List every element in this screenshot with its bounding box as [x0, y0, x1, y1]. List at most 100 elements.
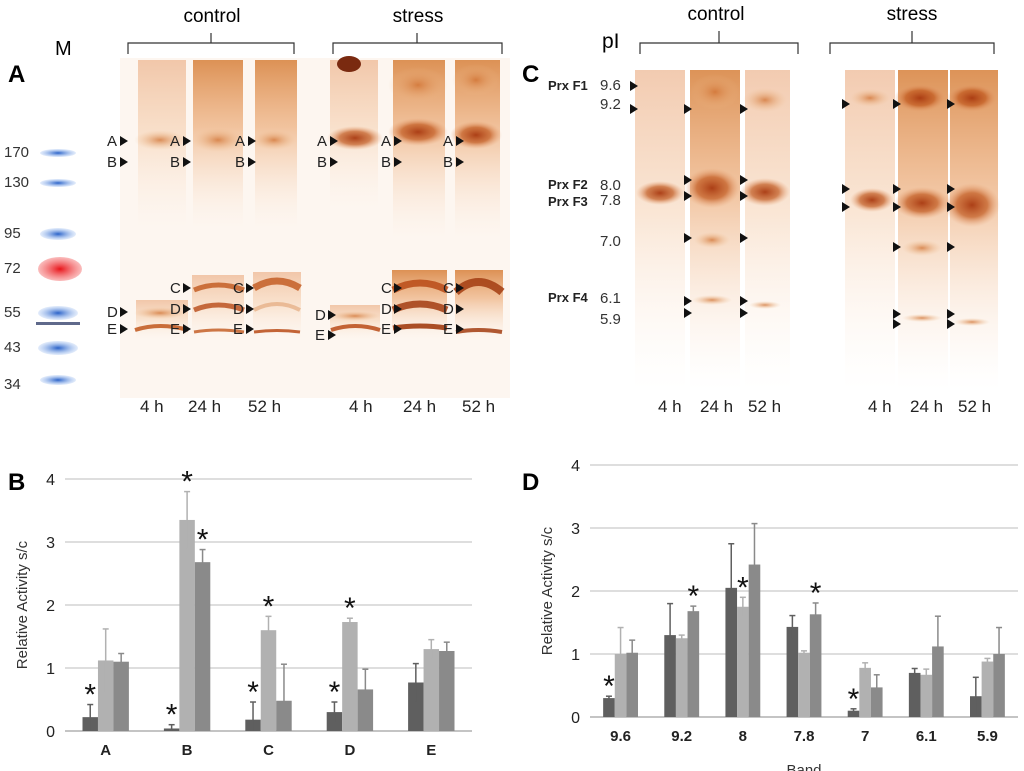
band-arrow: [740, 233, 748, 243]
marker-value: 43: [4, 339, 21, 356]
time-label: 24 h: [910, 397, 943, 416]
band-arrow: [684, 296, 692, 306]
bar: [847, 710, 860, 717]
band-letter-a: A: [381, 133, 391, 150]
band-arrow: [246, 324, 254, 334]
band-arrow: [183, 283, 191, 293]
bar: [908, 672, 921, 717]
band-arrow: [330, 136, 338, 146]
band-letter-a: A: [170, 133, 180, 150]
panel-d-chart: D 0 1 2 3 4 Relative Activity s/c Band 9.6 * 9.2 *…: [522, 458, 1018, 771]
y-axis-label: Relative Activity s/c: [14, 540, 31, 669]
significance-star: *: [247, 676, 259, 709]
marker-band-34: [40, 375, 76, 385]
bar: [194, 562, 211, 731]
bar: [675, 638, 688, 717]
band-arrow: [183, 304, 191, 314]
band-arrow: [893, 242, 901, 252]
band-arrow: [893, 184, 901, 194]
time-label: 52 h: [462, 397, 495, 416]
x-tick-label: 7: [861, 728, 869, 745]
significance-star: *: [166, 699, 178, 732]
time-label: 24 h: [188, 397, 221, 416]
band-arrow: [120, 157, 128, 167]
prx-label: Prx F4: [548, 290, 589, 305]
band-arrow: [740, 175, 748, 185]
bracket-stress-c: [829, 31, 995, 54]
band-arrow: [330, 157, 338, 167]
bar: [981, 661, 994, 717]
x-tick-label: B: [182, 742, 193, 759]
x-tick-label: 9.6: [610, 728, 631, 745]
band-arrow: [456, 283, 464, 293]
bar: [859, 667, 871, 717]
y-tick-label: 4: [46, 472, 55, 489]
band-arrow: [328, 310, 336, 320]
bar: [809, 614, 822, 717]
group-control-label-c: control: [687, 4, 744, 25]
band-arrow: [456, 324, 464, 334]
bar: [260, 630, 277, 731]
panel-a-gel: A M control stress: [4, 6, 510, 416]
marker-value: 34: [4, 376, 21, 393]
band-letter-d: D: [170, 301, 181, 318]
time-label: 52 h: [958, 397, 991, 416]
band-letter-e: E: [443, 321, 453, 338]
bar: [603, 698, 615, 717]
band-letter-c: C: [443, 280, 454, 297]
band-letter-e: E: [315, 327, 325, 344]
y-tick-label: 3: [571, 521, 580, 538]
pi-value: 9.2: [600, 96, 621, 113]
marker-values: 170 130 95 72 55 43 34: [4, 144, 29, 393]
marker-band-55: [38, 306, 78, 320]
marker-value: 72: [4, 260, 21, 277]
pi-value: 6.1: [600, 290, 621, 307]
gel-c-prx-labels: Prx F1 Prx F2 Prx F3 Prx F4: [548, 78, 589, 305]
band-arrow: [893, 99, 901, 109]
panel-c-letter: C: [522, 61, 539, 88]
band-letter-d: D: [315, 307, 326, 324]
time-label: 4 h: [658, 397, 682, 416]
bar: [870, 687, 883, 717]
marker-value: 170: [4, 144, 29, 161]
significance-star: *: [181, 466, 193, 499]
marker-lane: [36, 149, 82, 385]
bar: [737, 606, 749, 717]
band-arrow: [183, 136, 191, 146]
panel-a-letter: A: [8, 61, 25, 88]
bar: [97, 660, 114, 731]
bar: [614, 654, 627, 717]
band-letter-b: B: [317, 154, 327, 171]
band-letter-a: A: [317, 133, 327, 150]
band-arrow: [947, 99, 955, 109]
band-letter-b: B: [235, 154, 245, 171]
band-letter-e: E: [381, 321, 391, 338]
panel-b-letter: B: [8, 469, 25, 496]
band-arrow: [120, 136, 128, 146]
band-arrow: [630, 81, 638, 91]
band-arrow: [740, 296, 748, 306]
x-tick-label: 5.9: [977, 728, 998, 745]
x-tick-label: D: [344, 742, 355, 759]
y-tick-label: 2: [46, 598, 55, 615]
significance-star: *: [687, 580, 699, 613]
prx-label: Prx F3: [548, 194, 588, 209]
band-arrow: [947, 184, 955, 194]
y-tick-label: 3: [46, 535, 55, 552]
time-label: 52 h: [748, 397, 781, 416]
bar: [687, 611, 700, 717]
marker-value: 55: [4, 304, 21, 321]
bar: [932, 646, 944, 717]
band-arrow: [893, 309, 901, 319]
band-arrow: [456, 304, 464, 314]
prx-label: Prx F2: [548, 177, 588, 192]
pi-value: 8.0: [600, 177, 621, 194]
bar: [423, 649, 440, 731]
marker-header: M: [55, 38, 72, 60]
x-tick-label: E: [426, 742, 436, 759]
significance-star: *: [84, 679, 96, 712]
band-arrow: [248, 136, 256, 146]
group-stress-label-c: stress: [887, 4, 938, 25]
band-arrow: [684, 191, 692, 201]
